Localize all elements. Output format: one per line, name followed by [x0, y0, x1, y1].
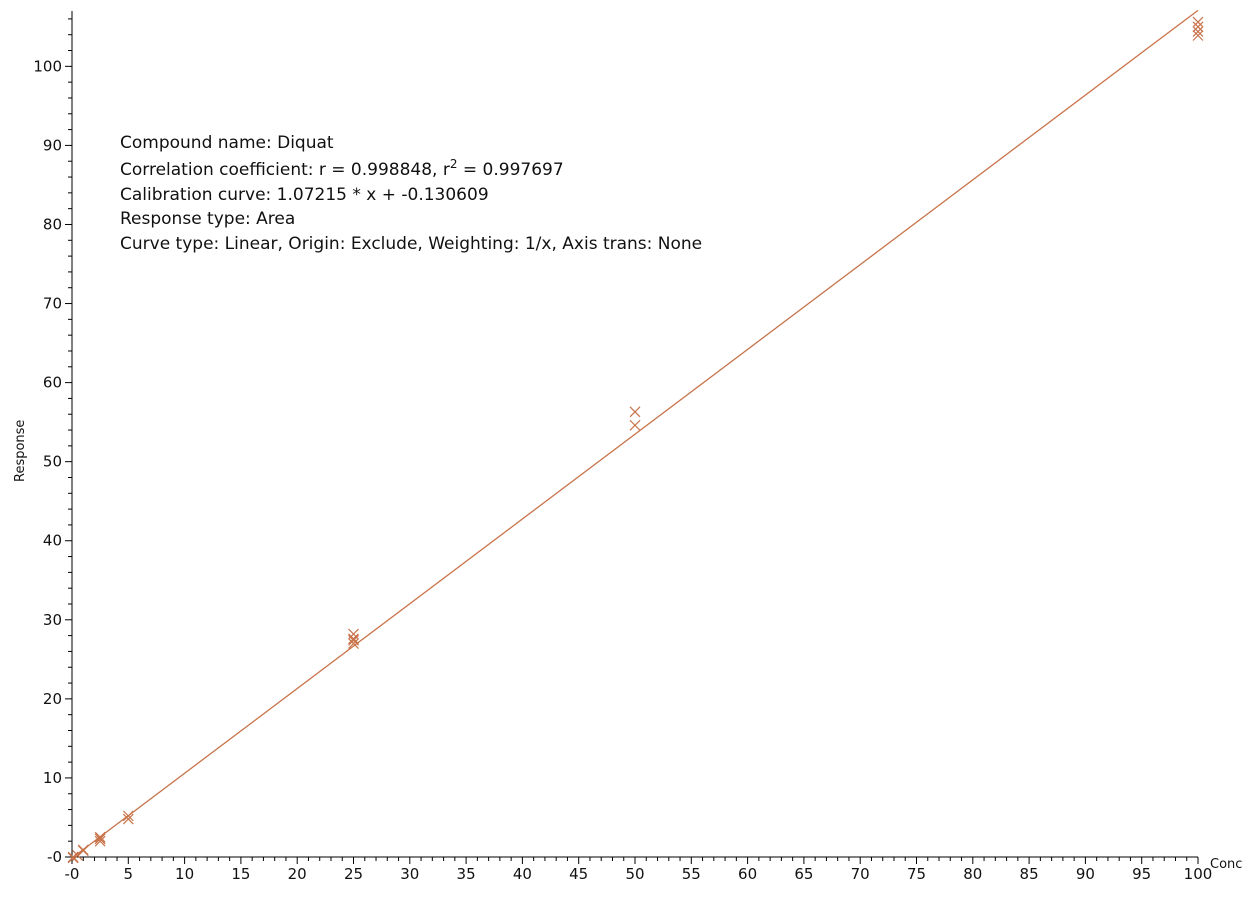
- data-point: [122, 813, 134, 825]
- ticks: -0 10 20 30 40 50 60 70 80 90 100 -0 5 10 15 20 25 30 35 40…: [33, 18, 1213, 883]
- data-point: [1192, 16, 1204, 28]
- x-tick-label: 20: [288, 865, 307, 883]
- data-point: [94, 835, 106, 847]
- y-tick-label: 20: [43, 690, 62, 708]
- data-point: [94, 833, 106, 845]
- x-tick-label: 85: [1020, 865, 1039, 883]
- y-tick-label: 60: [43, 374, 62, 392]
- x-tick-label: 50: [625, 865, 644, 883]
- data-point: [1192, 21, 1204, 33]
- annotation-curve-type: Curve type: Linear, Origin: Exclude, Wei…: [120, 234, 702, 254]
- data-point: [1192, 30, 1204, 41]
- fit-line-group: [71, 9, 1199, 859]
- x-tick-label: 10: [175, 865, 194, 883]
- data-point: [348, 633, 359, 645]
- data-point: [348, 634, 359, 646]
- x-tick-label: 5: [124, 865, 134, 883]
- y-tick-label: 30: [43, 611, 62, 629]
- annotation-calibration: Calibration curve: 1.07215 * x + -0.1306…: [120, 185, 489, 205]
- y-tick-label: -0: [47, 848, 62, 866]
- data-point: [629, 406, 641, 418]
- annotation-correlation-prefix: Correlation coefficient: r = 0.998848, r: [120, 160, 450, 180]
- annotation-correlation: Correlation coefficient: r = 0.998848, r…: [120, 157, 564, 180]
- x-tick-label: 35: [457, 865, 476, 883]
- x-tick-label: 70: [851, 865, 870, 883]
- x-tick-label: -0: [65, 865, 80, 883]
- annotation-compound: Compound name: Diquat: [120, 133, 334, 153]
- x-tick-label: 75: [907, 865, 926, 883]
- data-point: [122, 810, 134, 822]
- x-tick-label: 90: [1076, 865, 1095, 883]
- annotation-correlation-sup: 2: [450, 157, 458, 171]
- y-tick-label: 80: [43, 215, 62, 233]
- fit-line: [71, 9, 1199, 859]
- x-tick-label: 95: [1132, 865, 1151, 883]
- x-axis-label: Conc: [1210, 857, 1242, 872]
- data-point: [77, 845, 89, 857]
- x-tick-label: 80: [963, 865, 982, 883]
- y-tick-label: 90: [43, 136, 62, 154]
- x-tick-label: 30: [400, 865, 419, 883]
- annotation-block: Compound name: Diquat Correlation coeffi…: [120, 133, 702, 254]
- data-point: [348, 638, 359, 649]
- x-tick-label: 40: [513, 865, 532, 883]
- y-tick-label: 70: [43, 295, 62, 313]
- y-tick-label: 10: [43, 769, 62, 787]
- data-point: [629, 419, 641, 431]
- data-point: [94, 831, 106, 843]
- x-tick-label: 65: [794, 865, 813, 883]
- data-point: [1192, 26, 1204, 37]
- y-tick-label: 100: [33, 57, 62, 75]
- y-axis-label: Response: [13, 420, 28, 482]
- y-tick-label: 40: [43, 532, 62, 550]
- x-tick-label: 100: [1184, 865, 1213, 883]
- x-tick-label: 60: [738, 865, 757, 883]
- x-tick-label: 25: [344, 865, 363, 883]
- x-tick-label: 55: [682, 865, 701, 883]
- annotation-response-type: Response type: Area: [120, 209, 295, 229]
- y-tick-label: 50: [43, 453, 62, 471]
- annotation-correlation-suffix: = 0.997697: [457, 160, 563, 180]
- data-points: [67, 16, 1204, 864]
- x-tick-label: 15: [231, 865, 250, 883]
- x-tick-label: 45: [569, 865, 588, 883]
